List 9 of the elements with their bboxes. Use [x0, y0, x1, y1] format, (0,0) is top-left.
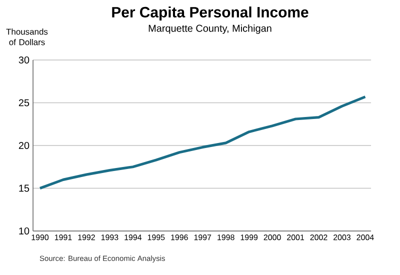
y-tick-label: 25 [18, 99, 30, 106]
chart-title: Per Capita Personal Income [112, 6, 308, 20]
y-tick-label: 20 [18, 142, 30, 150]
chart-subtitle: Marquette County, Michigan [148, 24, 272, 34]
y-tick-label: 10 [19, 227, 30, 235]
y-axis-title: Thousands of Dollars [6, 28, 48, 46]
line-series [38, 95, 367, 190]
y-tick-label: 30 [18, 56, 30, 64]
y-tick-label: 15 [19, 184, 30, 192]
